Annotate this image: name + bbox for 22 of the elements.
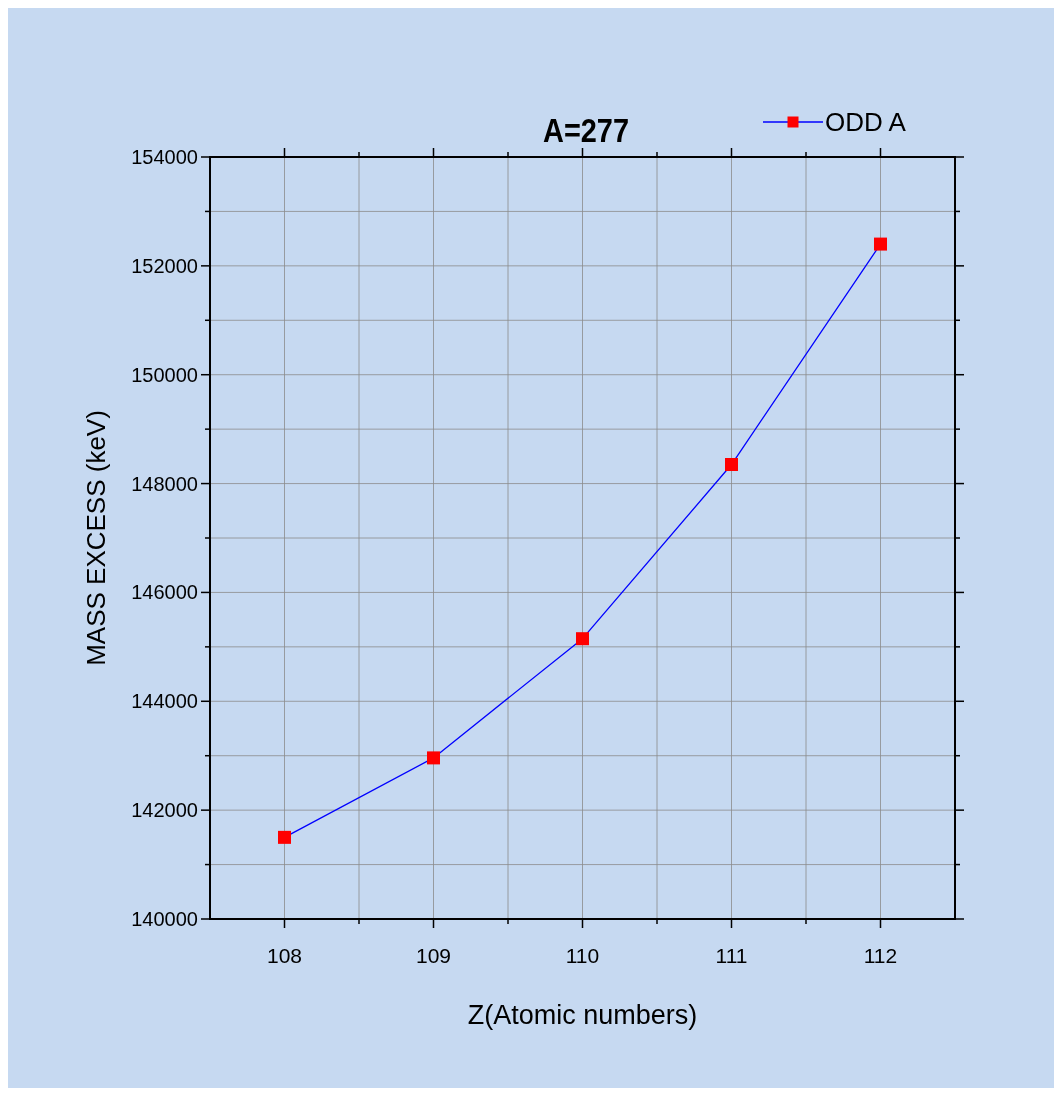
point [576,632,589,646]
legend-label: ODD A [825,107,907,137]
x-tick-label: 110 [565,944,600,967]
y-tick-label: 142000 [131,799,198,822]
x-tick-label: 111 [715,944,748,967]
point [874,237,887,251]
chart-title: A=277 [543,110,629,150]
y-tick-label: 154000 [131,146,198,168]
x-tick-label: 112 [863,944,898,967]
x-tick-label: 108 [266,944,303,967]
y-tick-label: 144000 [131,690,198,713]
y-tick-label: 152000 [131,254,198,277]
point [278,830,291,844]
point [725,458,738,472]
y-tick-label: 140000 [131,908,198,930]
y-tick-label: 146000 [131,581,198,604]
y-axis-title: MASS EXCESS (keV) [81,410,111,666]
x-tick-label: 109 [415,944,452,967]
x-axis-title: Z(Atomic numbers) [467,1000,698,1030]
point [427,751,440,765]
y-tick-label: 150000 [131,363,198,386]
y-tick-label: 148000 [131,472,198,495]
